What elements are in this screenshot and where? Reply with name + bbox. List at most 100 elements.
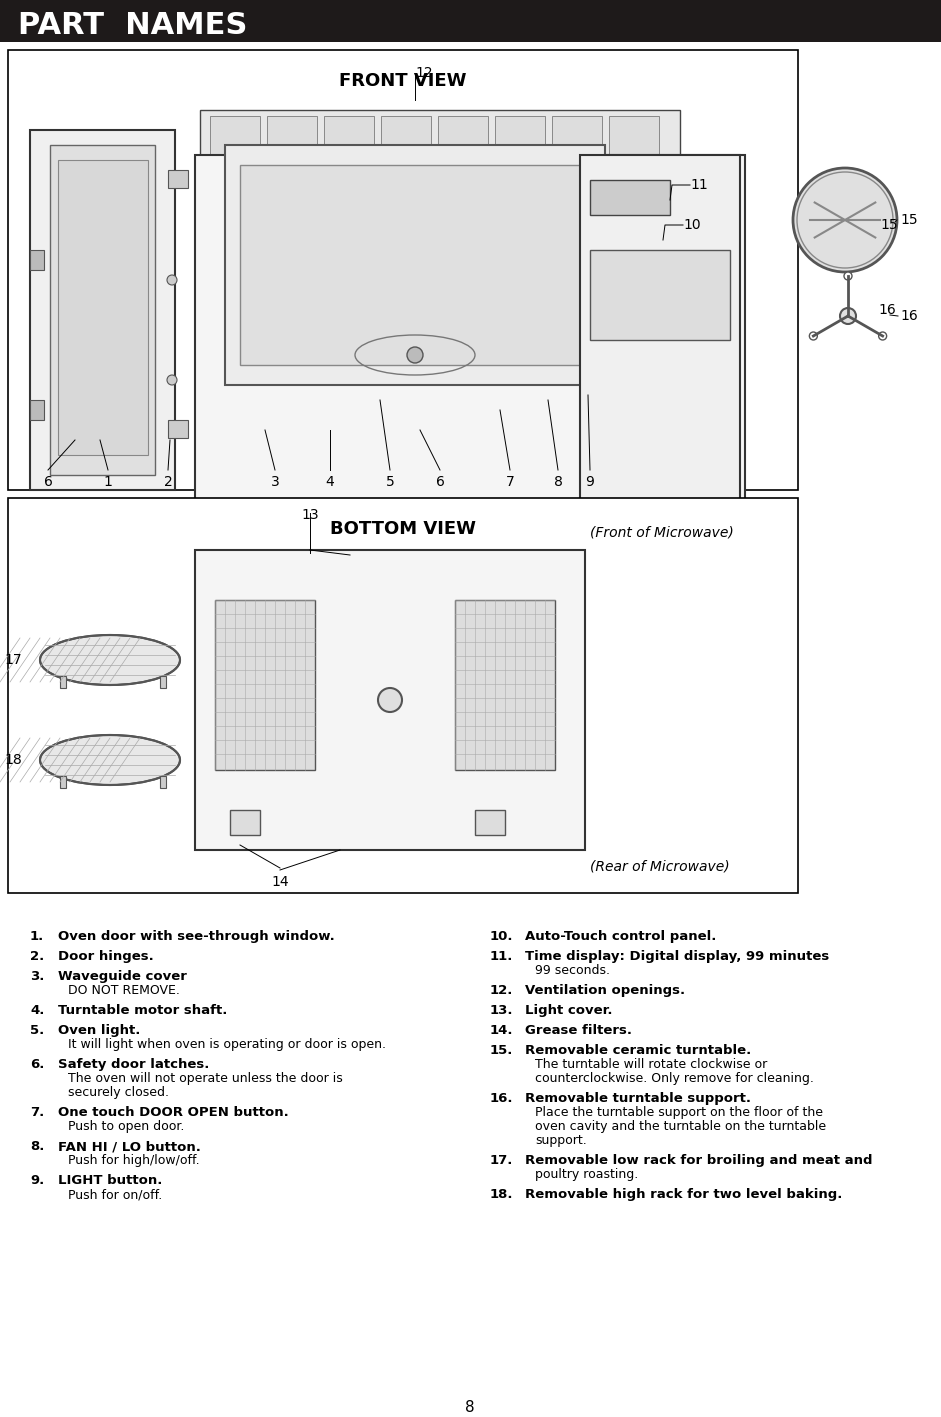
Bar: [225, 145, 605, 385]
Text: 15.: 15.: [490, 1044, 514, 1057]
Bar: [552, 116, 602, 157]
Text: FAN HI / LO button.: FAN HI / LO button.: [58, 1141, 200, 1153]
Bar: [60, 676, 66, 689]
Text: 10.: 10.: [490, 930, 514, 942]
Text: 2: 2: [164, 475, 172, 489]
Text: Push for on/off.: Push for on/off.: [68, 1187, 162, 1202]
Text: 1.: 1.: [30, 930, 44, 942]
Text: Grease filters.: Grease filters.: [525, 1024, 632, 1037]
Text: BOTTOM VIEW: BOTTOM VIEW: [330, 520, 476, 538]
Text: 10: 10: [683, 218, 701, 232]
Circle shape: [879, 332, 886, 340]
Bar: [30, 400, 44, 419]
Circle shape: [809, 332, 818, 340]
Text: DO NOT REMOVE.: DO NOT REMOVE.: [68, 983, 180, 998]
Circle shape: [407, 347, 423, 363]
Text: 2.: 2.: [30, 949, 44, 964]
Text: 18.: 18.: [490, 1187, 514, 1202]
Text: 9: 9: [585, 475, 595, 489]
Bar: [8, 50, 798, 490]
Text: 17: 17: [5, 653, 22, 667]
Text: 8: 8: [553, 475, 563, 489]
Text: 12: 12: [415, 67, 433, 79]
Text: 16.: 16.: [490, 1093, 514, 1105]
Bar: [590, 180, 670, 215]
Circle shape: [167, 275, 177, 285]
Bar: [230, 811, 260, 835]
Text: Removable turntable support.: Removable turntable support.: [525, 1093, 751, 1105]
Text: 99 seconds.: 99 seconds.: [535, 964, 610, 976]
Bar: [160, 676, 166, 689]
Text: Door hinges.: Door hinges.: [58, 949, 153, 964]
Text: PART  NAMES: PART NAMES: [18, 11, 247, 40]
Bar: [381, 116, 431, 157]
Text: 16: 16: [878, 303, 896, 317]
Circle shape: [378, 689, 402, 711]
Text: 15: 15: [900, 213, 917, 227]
Text: Place the turntable support on the floor of the: Place the turntable support on the floor…: [535, 1107, 823, 1119]
Text: 11: 11: [690, 179, 708, 191]
Bar: [267, 116, 317, 157]
Text: Push to open door.: Push to open door.: [68, 1119, 184, 1134]
Bar: [200, 111, 680, 154]
Ellipse shape: [40, 635, 180, 684]
Text: The turntable will rotate clockwise or: The turntable will rotate clockwise or: [535, 1058, 767, 1071]
Text: 6: 6: [436, 475, 444, 489]
Ellipse shape: [40, 735, 180, 785]
Bar: [195, 154, 745, 504]
Text: 6.: 6.: [30, 1058, 44, 1071]
Text: poultry roasting.: poultry roasting.: [535, 1168, 638, 1180]
Text: Removable ceramic turntable.: Removable ceramic turntable.: [525, 1044, 751, 1057]
Text: 4: 4: [326, 475, 334, 489]
Text: securely closed.: securely closed.: [68, 1085, 169, 1100]
Bar: [168, 170, 188, 188]
Text: 3: 3: [271, 475, 279, 489]
Text: 6: 6: [43, 475, 53, 489]
Text: 9.: 9.: [30, 1175, 44, 1187]
Bar: [30, 130, 175, 490]
Bar: [195, 550, 585, 850]
Text: Light cover.: Light cover.: [525, 1005, 613, 1017]
Text: Push for high/low/off.: Push for high/low/off.: [68, 1153, 199, 1168]
Text: Oven door with see-through window.: Oven door with see-through window.: [58, 930, 335, 942]
Text: 4.: 4.: [30, 1005, 44, 1017]
Text: 7: 7: [505, 475, 515, 489]
Text: It will light when oven is operating or door is open.: It will light when oven is operating or …: [68, 1039, 386, 1051]
Bar: [495, 116, 545, 157]
Circle shape: [793, 169, 897, 272]
Text: Waveguide cover: Waveguide cover: [58, 971, 187, 983]
Text: Oven light.: Oven light.: [58, 1024, 140, 1037]
Bar: [609, 116, 659, 157]
Bar: [240, 164, 590, 366]
Text: 7.: 7.: [30, 1107, 44, 1119]
Text: 8.: 8.: [30, 1141, 44, 1153]
Text: 14: 14: [271, 876, 289, 888]
Text: LIGHT button.: LIGHT button.: [58, 1175, 163, 1187]
Text: 5.: 5.: [30, 1024, 44, 1037]
Text: Turntable motor shaft.: Turntable motor shaft.: [58, 1005, 228, 1017]
Text: 3.: 3.: [30, 971, 44, 983]
Circle shape: [840, 307, 856, 324]
Text: oven cavity and the turntable on the turntable: oven cavity and the turntable on the tur…: [535, 1119, 826, 1134]
Text: 14.: 14.: [490, 1024, 514, 1037]
Text: 17.: 17.: [490, 1153, 514, 1168]
Bar: [0, 0, 941, 43]
Bar: [455, 599, 555, 769]
Text: Time display: Digital display, 99 minutes: Time display: Digital display, 99 minute…: [525, 949, 829, 964]
Text: Auto-Touch control panel.: Auto-Touch control panel.: [525, 930, 716, 942]
Text: Ventilation openings.: Ventilation openings.: [525, 983, 685, 998]
Circle shape: [167, 376, 177, 385]
Bar: [60, 777, 66, 788]
Bar: [210, 116, 260, 157]
Bar: [50, 145, 155, 475]
Bar: [160, 777, 166, 788]
Text: 12.: 12.: [490, 983, 514, 998]
Bar: [8, 497, 798, 893]
Text: 8: 8: [465, 1400, 475, 1416]
Bar: [58, 160, 148, 455]
Text: counterclockwise. Only remove for cleaning.: counterclockwise. Only remove for cleani…: [535, 1073, 814, 1085]
Text: 15: 15: [880, 218, 898, 232]
Text: (Rear of Microwave): (Rear of Microwave): [590, 860, 729, 874]
Text: 5: 5: [386, 475, 394, 489]
Text: 1: 1: [104, 475, 112, 489]
